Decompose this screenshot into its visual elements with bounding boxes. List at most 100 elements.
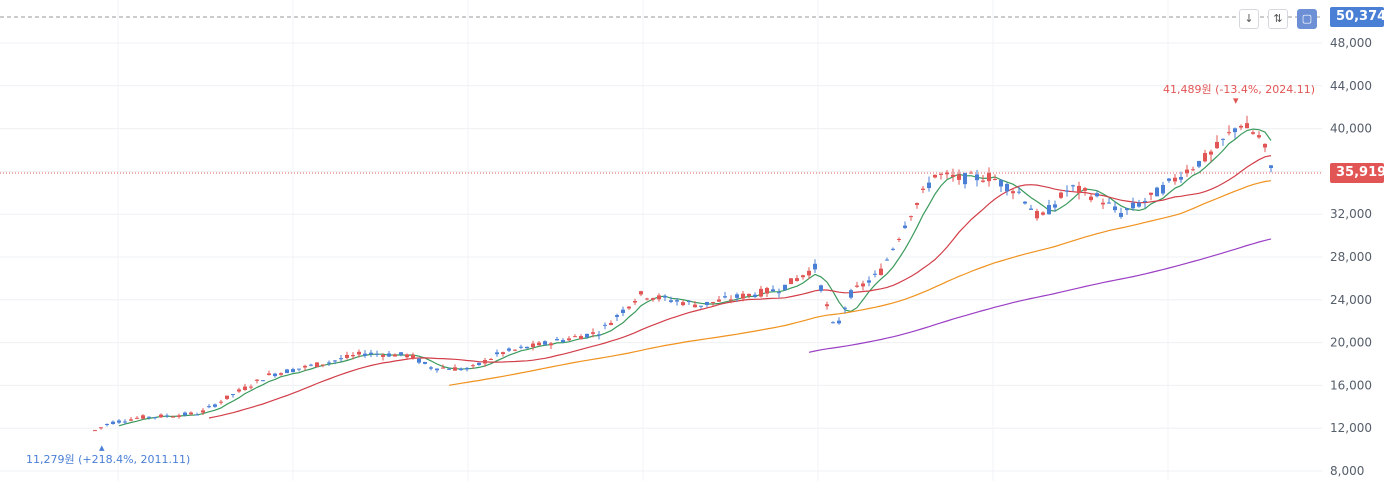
candle <box>273 372 277 378</box>
candle <box>675 298 679 306</box>
collapse-icon[interactable]: ⇅ <box>1268 9 1288 29</box>
reset-icon[interactable]: ▢ <box>1297 9 1317 29</box>
candle <box>105 423 109 427</box>
candle <box>573 334 577 338</box>
candle <box>177 413 181 419</box>
candle <box>591 328 595 338</box>
current-price-label: 35,919 <box>1330 163 1386 183</box>
candle <box>561 338 565 344</box>
candle <box>1101 198 1105 209</box>
candle <box>759 285 763 298</box>
candle <box>693 301 697 308</box>
candle <box>453 364 457 371</box>
candle <box>1263 143 1267 153</box>
candle <box>111 420 115 425</box>
candle <box>585 333 589 339</box>
candle <box>663 294 667 302</box>
top-price-label: 50,374 <box>1330 7 1386 27</box>
candle <box>393 353 397 357</box>
candle <box>615 313 619 322</box>
candle <box>927 176 931 192</box>
candle <box>423 361 427 365</box>
candle <box>183 411 187 417</box>
candle <box>201 408 205 416</box>
candle <box>909 215 913 221</box>
candle <box>279 372 283 376</box>
candle <box>645 297 649 301</box>
candle <box>753 292 757 299</box>
candle <box>879 263 883 276</box>
candle <box>999 179 1003 192</box>
candle <box>777 288 781 298</box>
candle <box>369 349 373 358</box>
candle <box>681 300 685 307</box>
candle <box>867 276 871 287</box>
candle <box>861 280 865 291</box>
candle <box>1107 198 1111 204</box>
candle <box>1047 199 1051 215</box>
candle <box>351 352 355 360</box>
candle <box>531 340 535 351</box>
candle <box>381 353 385 361</box>
candle <box>315 362 319 368</box>
candle <box>765 286 769 298</box>
candle <box>1257 131 1261 139</box>
candle <box>375 350 379 357</box>
candle <box>747 293 751 299</box>
candle <box>1113 201 1117 213</box>
candle <box>783 284 787 291</box>
candle <box>807 267 811 279</box>
candle <box>639 290 643 297</box>
candle <box>897 237 901 242</box>
candle <box>957 169 961 185</box>
high-annotation: 41,489원 (-13.4%, 2024.11) <box>1163 83 1315 96</box>
candle <box>441 364 445 369</box>
candle <box>141 414 145 420</box>
candle <box>1053 200 1057 212</box>
candle <box>501 351 505 357</box>
candle <box>717 296 721 303</box>
candle <box>825 301 829 310</box>
high-marker: ▾ <box>1233 94 1239 107</box>
y-axis: 48,00044,00040,00036,00032,00028,00024,0… <box>1330 36 1372 478</box>
candle <box>915 202 919 209</box>
candle <box>345 351 349 360</box>
y-tick-label: 16,000 <box>1330 378 1372 392</box>
candle <box>795 275 799 282</box>
candle <box>1137 199 1141 208</box>
candle <box>195 412 199 416</box>
candle <box>219 399 223 405</box>
candle <box>843 306 847 313</box>
candle <box>291 367 295 373</box>
candle <box>1197 160 1201 169</box>
candle <box>1167 177 1171 183</box>
ma20-line <box>208 155 1272 419</box>
candle <box>207 404 211 409</box>
candle <box>327 360 331 366</box>
candle <box>723 291 727 299</box>
candle <box>1215 135 1219 149</box>
low-annotation: 11,279원 (+218.4%, 2011.11) <box>26 453 190 466</box>
candle <box>711 301 715 307</box>
candle <box>627 306 631 310</box>
candle <box>249 384 253 390</box>
candle <box>1143 197 1147 208</box>
candle <box>831 321 835 324</box>
candle <box>969 170 973 174</box>
candle <box>93 429 97 432</box>
y-tick-label: 32,000 <box>1330 207 1372 221</box>
candle <box>579 334 583 340</box>
arrow-down-icon[interactable]: ↓ <box>1239 9 1259 29</box>
candle <box>1173 173 1177 185</box>
candle <box>1059 191 1063 200</box>
candle <box>801 274 805 280</box>
candles <box>93 115 1273 432</box>
candle <box>669 296 673 304</box>
candle <box>609 320 613 326</box>
candle <box>1227 125 1231 136</box>
candle <box>1209 149 1213 162</box>
candle <box>507 347 511 352</box>
candle <box>993 174 997 181</box>
y-tick-label: 44,000 <box>1330 79 1372 93</box>
